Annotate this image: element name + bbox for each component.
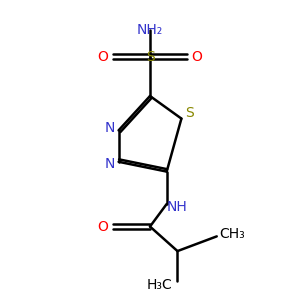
Text: O: O bbox=[98, 50, 108, 64]
Text: H₃C: H₃C bbox=[147, 278, 173, 292]
Text: S: S bbox=[185, 106, 194, 120]
Text: N: N bbox=[105, 157, 115, 171]
Text: NH₂: NH₂ bbox=[137, 23, 163, 37]
Text: S: S bbox=[146, 50, 154, 64]
Text: NH: NH bbox=[166, 200, 187, 214]
Text: CH₃: CH₃ bbox=[220, 227, 245, 242]
Text: O: O bbox=[192, 50, 203, 64]
Text: N: N bbox=[105, 122, 115, 135]
Text: O: O bbox=[98, 220, 108, 234]
